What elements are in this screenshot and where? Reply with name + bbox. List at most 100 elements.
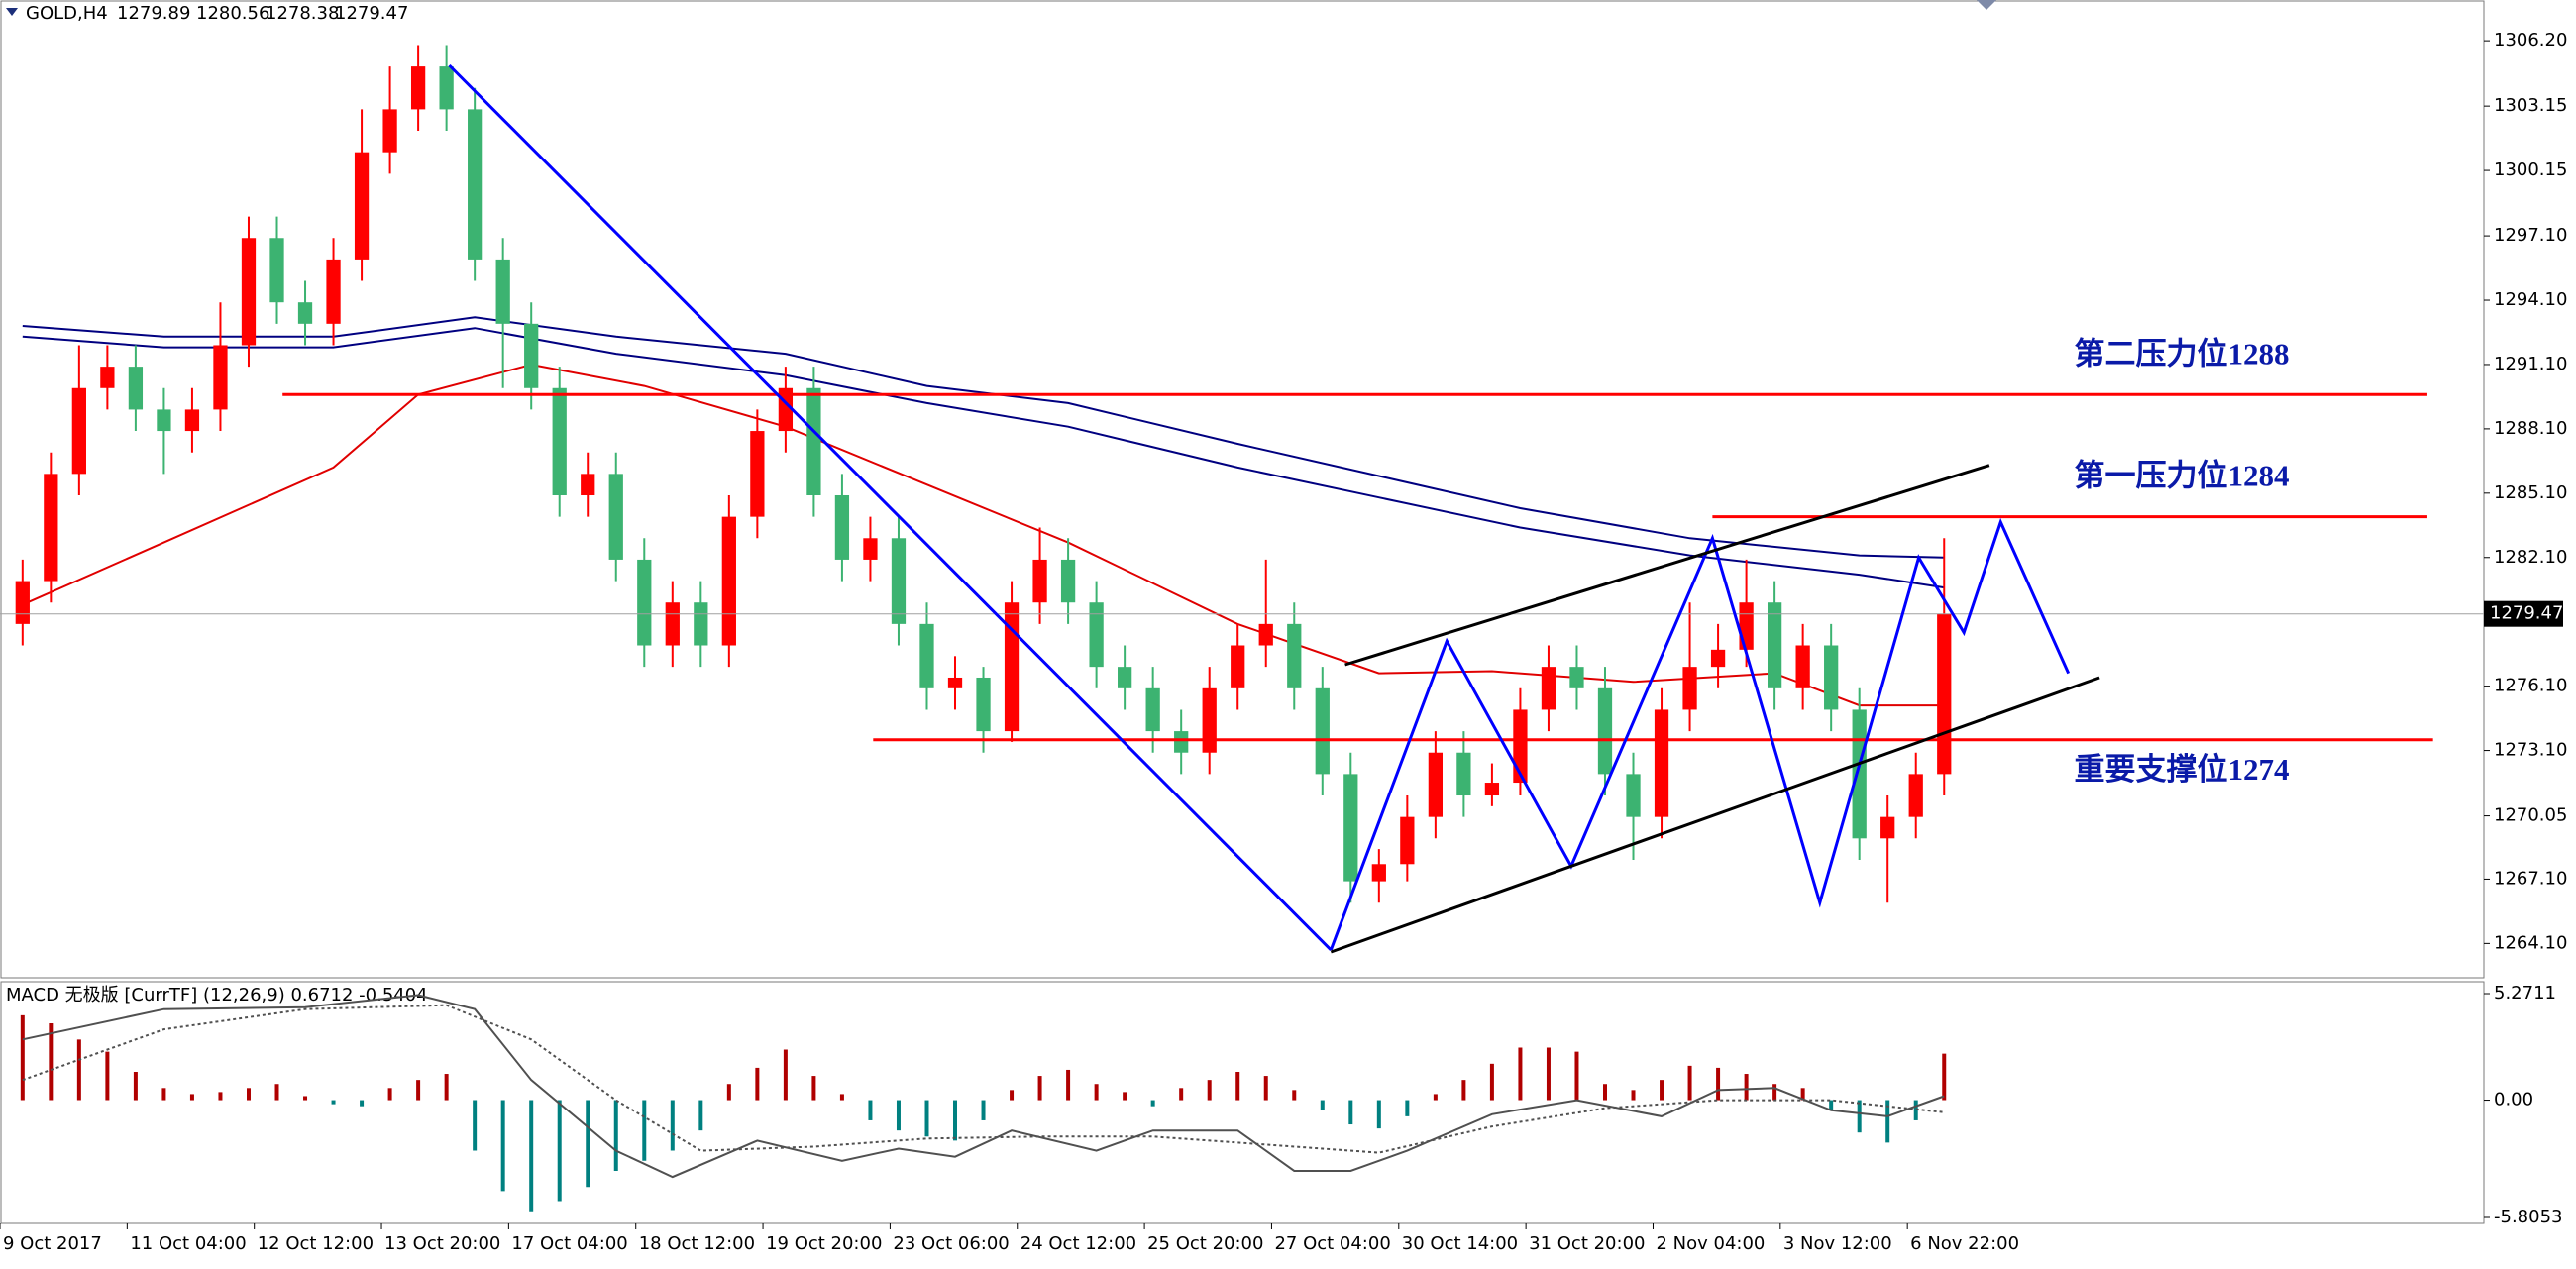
y-tick-label: 1306.20 <box>2494 30 2567 51</box>
candle-body <box>1739 602 1754 650</box>
symbol-label: GOLD,H4 <box>26 3 108 24</box>
macd-line <box>22 994 1945 1179</box>
trend-line <box>1330 676 2100 954</box>
candle-body <box>919 623 934 688</box>
candle-body <box>1287 623 1302 688</box>
shift-marker <box>1977 0 1996 10</box>
candle-body <box>439 66 454 110</box>
candle-body <box>581 474 595 495</box>
candle-body <box>269 238 284 303</box>
candle-body <box>694 602 708 646</box>
x-tick-label: 18 Oct 12:00 <box>639 1233 755 1254</box>
y-tick-label: 1291.10 <box>2494 354 2567 374</box>
candle-body <box>976 677 991 732</box>
x-tick-label: 19 Oct 20:00 <box>766 1233 882 1254</box>
y-tick-label: -5.8053 <box>2494 1207 2562 1227</box>
x-tick-label: 6 Nov 22:00 <box>1910 1233 2019 1254</box>
menu-arrow[interactable] <box>6 8 18 16</box>
ohlc-low: 1278.38 <box>266 3 339 24</box>
candle-body <box>1767 602 1782 688</box>
current-price-label: 1279.47 <box>2490 603 2563 624</box>
x-tick-label: 24 Oct 12:00 <box>1020 1233 1136 1254</box>
candle-body <box>382 109 397 153</box>
candle-body <box>806 387 821 495</box>
y-tick-label: 1297.10 <box>2494 225 2567 246</box>
candle-body <box>410 66 426 110</box>
candle-body <box>750 431 765 517</box>
candle-body <box>1343 774 1358 882</box>
x-tick-label: 13 Oct 20:00 <box>384 1233 500 1254</box>
x-tick-label: 9 Oct 2017 <box>3 1233 102 1254</box>
y-tick-label: 5.2711 <box>2494 983 2556 1004</box>
x-tick-label: 3 Nov 12:00 <box>1783 1233 1892 1254</box>
candle-body <box>495 259 510 324</box>
y-tick-label: 1300.15 <box>2494 159 2567 180</box>
candle-body <box>1824 645 1839 710</box>
y-tick-label: 1267.10 <box>2494 868 2567 889</box>
y-tick-label: 1303.15 <box>2494 95 2567 116</box>
x-tick-label: 2 Nov 04:00 <box>1656 1233 1765 1254</box>
candle-body <box>468 109 483 260</box>
candle-body <box>524 323 539 388</box>
candle-body <box>1710 649 1726 668</box>
trend-line <box>1329 517 2071 951</box>
ohlc-close: 1279.47 <box>335 3 408 24</box>
macd-frame <box>0 981 2485 1224</box>
candle-body <box>297 302 313 324</box>
x-tick-label: 31 Oct 20:00 <box>1529 1233 1645 1254</box>
trend-line <box>448 63 1333 951</box>
candle-body <box>1908 774 1923 817</box>
x-tick-label: 23 Oct 06:00 <box>893 1233 1009 1254</box>
signal-line <box>22 1004 1945 1154</box>
candle-body <box>1258 623 1273 646</box>
candle-body <box>1569 667 1584 688</box>
candle-body <box>665 602 680 646</box>
candle-body <box>1089 602 1104 668</box>
trend-line <box>1344 464 1990 667</box>
candle-body <box>1513 709 1528 784</box>
candle-body <box>1937 613 1952 775</box>
x-tick-label: 12 Oct 12:00 <box>258 1233 374 1254</box>
candle-body <box>863 538 878 560</box>
candle-body <box>44 474 58 582</box>
candle-body <box>1231 645 1245 688</box>
candle-body <box>1456 752 1471 796</box>
candle-body <box>1484 783 1500 796</box>
y-tick-label: 1294.10 <box>2494 289 2567 310</box>
x-tick-label: 30 Oct 14:00 <box>1402 1233 1518 1254</box>
candle-body <box>100 367 115 388</box>
candle-body <box>1541 667 1556 710</box>
candle-body <box>947 677 963 688</box>
y-tick-label: 1264.10 <box>2494 932 2567 953</box>
x-tick-label: 17 Oct 04:00 <box>511 1233 627 1254</box>
level-label: 第二压力位1288 <box>2075 336 2290 370</box>
candle-body <box>71 387 86 475</box>
candle-body <box>1202 687 1217 753</box>
y-tick-label: 1282.10 <box>2494 547 2567 568</box>
candle-body <box>1060 559 1076 603</box>
candle-body <box>1371 864 1386 882</box>
candle-body <box>1880 816 1895 839</box>
y-tick-label: 0.00 <box>2494 1090 2533 1110</box>
candle-body <box>241 238 257 346</box>
candle-body <box>213 345 228 410</box>
candle-body <box>637 559 652 646</box>
candle-body <box>1118 667 1132 688</box>
x-tick-label: 25 Oct 20:00 <box>1147 1233 1263 1254</box>
candle-body <box>1852 709 1867 839</box>
candle-body <box>552 387 567 495</box>
candle-body <box>1315 687 1330 775</box>
candle-body <box>128 367 144 410</box>
candle-body <box>834 494 850 560</box>
candle-body <box>157 409 171 432</box>
candle-body <box>608 474 623 560</box>
y-tick-label: 1270.05 <box>2494 805 2567 826</box>
candle-body <box>1626 774 1641 817</box>
candle-body <box>184 409 200 432</box>
moving-average <box>22 327 1945 589</box>
ohlc-open: 1279.89 <box>117 3 190 24</box>
y-tick-label: 1285.10 <box>2494 482 2567 503</box>
candle-body <box>354 152 370 260</box>
